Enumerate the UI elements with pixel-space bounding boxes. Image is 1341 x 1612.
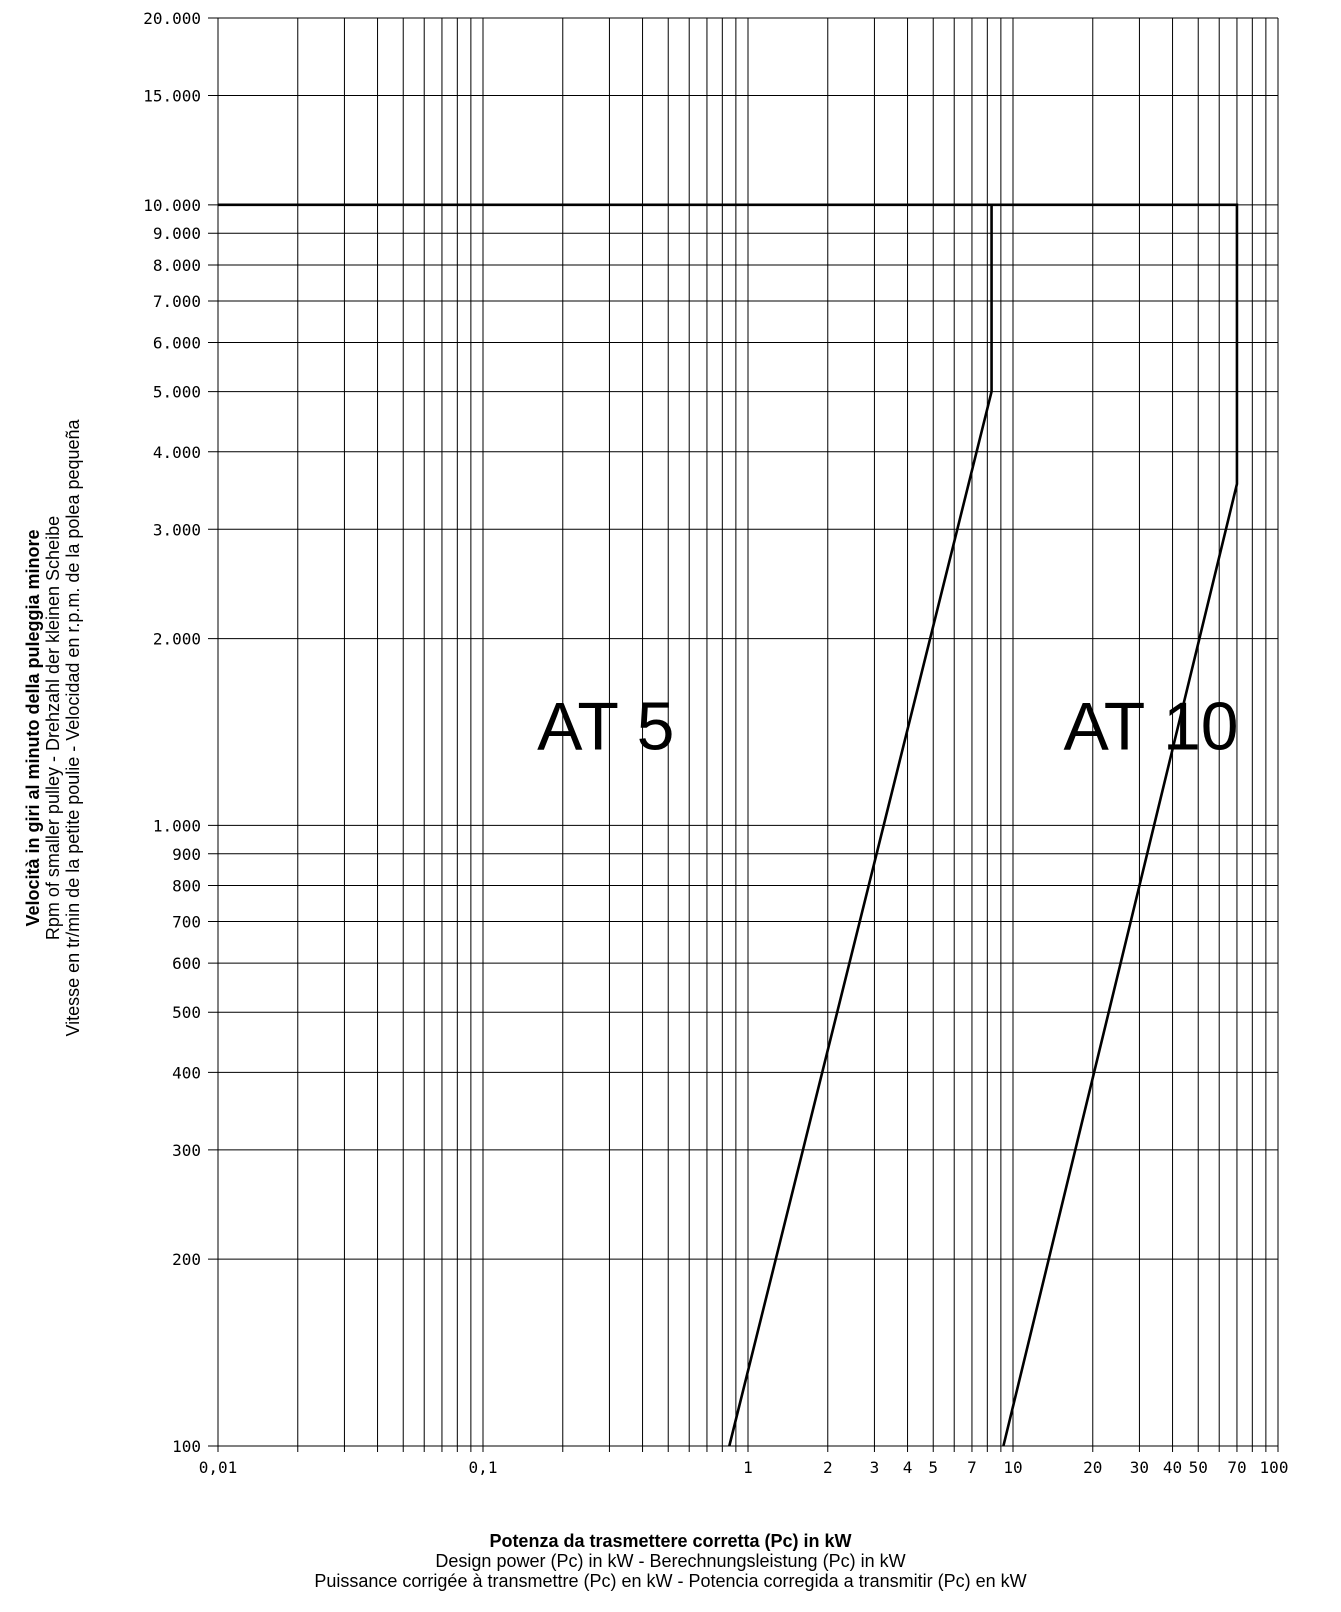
y-tick-label: 500 — [172, 1003, 201, 1022]
y-tick-label: 400 — [172, 1063, 201, 1082]
y-tick-label: 2.000 — [153, 630, 201, 649]
series-line-at-10 — [991, 203, 1239, 1447]
y-tick-label: 4.000 — [153, 443, 201, 462]
y-tick-label: 600 — [172, 954, 201, 973]
x-tick-label: 7 — [967, 1458, 977, 1477]
x-tick-label: 4 — [903, 1458, 913, 1477]
y-axis-label: Velocità in giri al minuto della puleggi… — [23, 418, 83, 1036]
x-axis-label: Potenza da trasmettere corretta (Pc) in … — [0, 1531, 1341, 1591]
y-tick-labels: 20.000 15.000 10.000 9.000 8.000 7.000 6.000 5.… — [143, 9, 201, 1456]
y-tick-label: 900 — [172, 845, 201, 864]
series-line-at-5 — [218, 203, 993, 1447]
y-tick-label: 200 — [172, 1250, 201, 1269]
x-tick-label: 0,1 — [469, 1458, 498, 1477]
x-axis-label-line-1: Potenza da trasmettere corretta (Pc) in … — [489, 1531, 852, 1551]
x-tick-label: 2 — [823, 1458, 833, 1477]
y-axis-label-line-3: Vitesse en tr/min de la petite poulie - … — [63, 418, 83, 1036]
x-tick-label: 40 — [1163, 1458, 1182, 1477]
x-axis-label-line-3: Puissance corrigée à transmettre (Pc) en… — [314, 1571, 1027, 1591]
y-tick-label: 1.000 — [153, 816, 201, 835]
x-tick-label: 10 — [1003, 1458, 1022, 1477]
x-tick-label: 3 — [870, 1458, 880, 1477]
y-tick-label: 20.000 — [143, 9, 201, 28]
x-tick-label: 30 — [1130, 1458, 1149, 1477]
y-axis-label-line-1: Velocità in giri al minuto della puleggi… — [23, 529, 43, 926]
y-tick-label: 800 — [172, 877, 201, 896]
y-tick-label: 700 — [172, 913, 201, 932]
y-tick-label: 100 — [172, 1437, 201, 1456]
x-tick-label: 100 — [1260, 1458, 1289, 1477]
y-tick-label: 3.000 — [153, 520, 201, 539]
x-tick-label: 20 — [1083, 1458, 1102, 1477]
vertical-gridlines — [217, 18, 1279, 1452]
y-tick-label: 300 — [172, 1141, 201, 1160]
x-tick-labels: 0,01 0,1 1 2 3 4 5 7 10 20 30 40 50 70 100 — [199, 1458, 1289, 1477]
y-tick-label: 9.000 — [153, 224, 201, 243]
horizontal-gridlines — [208, 17, 1278, 1447]
y-tick-label: 8.000 — [153, 256, 201, 275]
region-labels: AT 5 AT 10 — [537, 688, 1239, 764]
x-tick-label: 1 — [743, 1458, 753, 1477]
x-tick-label: 0,01 — [199, 1458, 238, 1477]
y-tick-label: 5.000 — [153, 383, 201, 402]
x-tick-label: 70 — [1227, 1458, 1246, 1477]
y-axis-label-line-2: Rpm of smaller pulley - Drehzahl der kle… — [43, 516, 63, 940]
region-label-at-5: AT 5 — [537, 688, 674, 764]
series-lines — [218, 203, 1239, 1447]
y-tick-label: 7.000 — [153, 292, 201, 311]
x-axis-label-line-2: Design power (Pc) in kW - Berechnungslei… — [435, 1551, 906, 1571]
x-tick-label: 5 — [928, 1458, 938, 1477]
y-tick-label: 10.000 — [143, 196, 201, 215]
y-tick-label: 15.000 — [143, 87, 201, 106]
y-tick-label: 6.000 — [153, 333, 201, 352]
x-tick-label: 50 — [1189, 1458, 1208, 1477]
region-label-at-10: AT 10 — [1063, 688, 1238, 764]
